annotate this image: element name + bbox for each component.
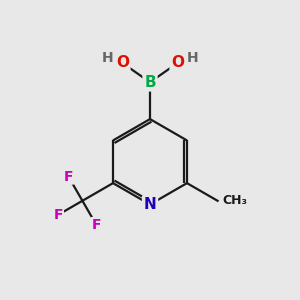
Text: H: H: [187, 51, 198, 64]
Text: O: O: [116, 56, 129, 70]
Text: N: N: [144, 197, 156, 212]
Text: F: F: [53, 208, 63, 222]
Text: H: H: [102, 51, 113, 64]
Text: CH₃: CH₃: [222, 194, 247, 207]
Text: B: B: [144, 75, 156, 90]
Text: O: O: [171, 56, 184, 70]
Text: F: F: [64, 169, 73, 184]
Text: F: F: [92, 218, 101, 232]
